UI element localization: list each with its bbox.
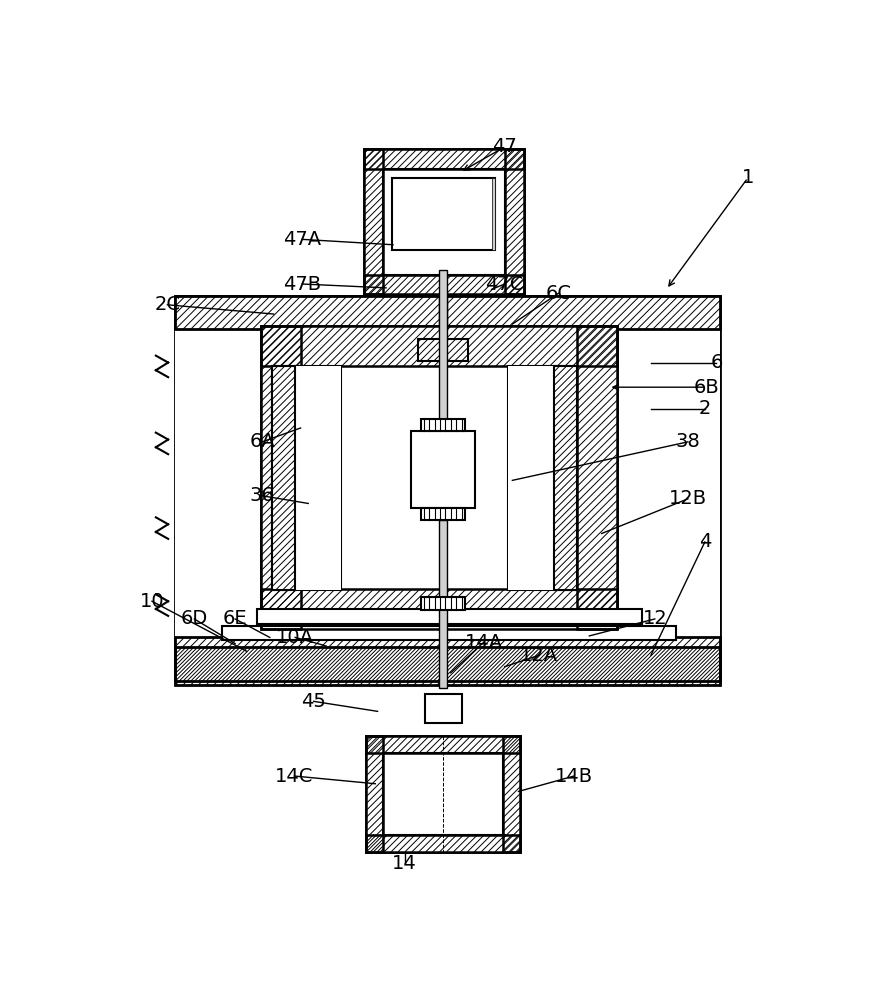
Bar <box>366 736 519 753</box>
Bar <box>491 178 495 250</box>
Bar <box>256 609 641 624</box>
Bar <box>438 270 446 419</box>
Bar <box>175 647 719 681</box>
Bar <box>420 419 465 431</box>
Text: 6B: 6B <box>693 378 718 397</box>
Text: 1: 1 <box>741 168 753 187</box>
Bar <box>363 275 524 294</box>
Bar <box>420 597 465 610</box>
Bar <box>222 626 675 640</box>
Text: 2C: 2C <box>154 295 180 314</box>
Text: 14A: 14A <box>464 633 503 652</box>
Bar <box>272 366 295 590</box>
Bar <box>175 296 719 329</box>
Bar <box>175 329 719 647</box>
Bar <box>260 326 300 629</box>
Bar <box>175 637 719 685</box>
Bar <box>366 835 519 852</box>
Bar <box>392 178 495 250</box>
Bar <box>260 589 617 629</box>
Bar <box>503 736 519 852</box>
Bar <box>504 149 524 294</box>
Text: 47B: 47B <box>282 275 321 294</box>
Bar <box>366 736 519 852</box>
Bar <box>260 326 617 366</box>
Bar <box>438 520 446 688</box>
Text: 14: 14 <box>392 854 417 873</box>
Bar <box>363 149 382 294</box>
Bar <box>175 647 719 681</box>
Text: 6C: 6C <box>545 284 571 303</box>
Text: 47: 47 <box>492 137 517 156</box>
Text: 6A: 6A <box>249 432 275 451</box>
Bar <box>424 694 461 723</box>
Text: 38: 38 <box>674 432 700 451</box>
Bar <box>553 366 576 590</box>
Text: 10: 10 <box>139 592 164 611</box>
Text: 47C: 47C <box>485 275 524 294</box>
Text: 6E: 6E <box>223 609 247 628</box>
Bar <box>272 366 295 590</box>
Text: 10A: 10A <box>276 628 314 647</box>
Text: 12B: 12B <box>668 489 706 508</box>
Bar <box>382 753 503 835</box>
Bar <box>410 431 474 508</box>
Bar <box>366 736 382 852</box>
Bar <box>382 169 504 275</box>
Bar <box>363 149 524 169</box>
Text: 4: 4 <box>698 532 710 551</box>
Text: 6D: 6D <box>181 609 208 628</box>
Bar <box>363 149 382 294</box>
Bar <box>272 366 341 590</box>
Text: 12: 12 <box>642 609 667 628</box>
Bar <box>300 366 576 589</box>
Text: 12A: 12A <box>520 646 558 665</box>
Text: 14C: 14C <box>275 767 313 786</box>
Bar <box>576 326 617 629</box>
Text: 2: 2 <box>698 399 710 418</box>
Bar <box>507 366 576 590</box>
Text: 45: 45 <box>301 692 325 711</box>
Text: 36: 36 <box>249 486 275 505</box>
Bar <box>260 326 617 366</box>
Text: 14B: 14B <box>554 767 592 786</box>
Bar <box>175 637 719 685</box>
Bar <box>363 149 524 294</box>
Bar <box>363 149 524 169</box>
Bar <box>507 366 553 590</box>
Bar <box>503 736 519 852</box>
Bar <box>366 835 519 852</box>
Bar <box>260 326 617 629</box>
Bar <box>418 339 467 361</box>
Bar <box>363 275 524 294</box>
Bar <box>295 366 341 590</box>
Bar <box>366 736 519 753</box>
Bar <box>438 339 446 361</box>
Bar <box>420 508 465 520</box>
Bar <box>504 149 524 294</box>
Bar <box>366 736 382 852</box>
Bar <box>260 589 617 629</box>
Text: 6: 6 <box>709 353 722 372</box>
Bar <box>553 366 576 590</box>
Bar <box>260 326 300 629</box>
Bar <box>576 326 617 629</box>
Bar <box>175 296 719 681</box>
Bar <box>418 339 467 361</box>
Bar <box>175 296 719 329</box>
Text: 47A: 47A <box>282 230 321 249</box>
